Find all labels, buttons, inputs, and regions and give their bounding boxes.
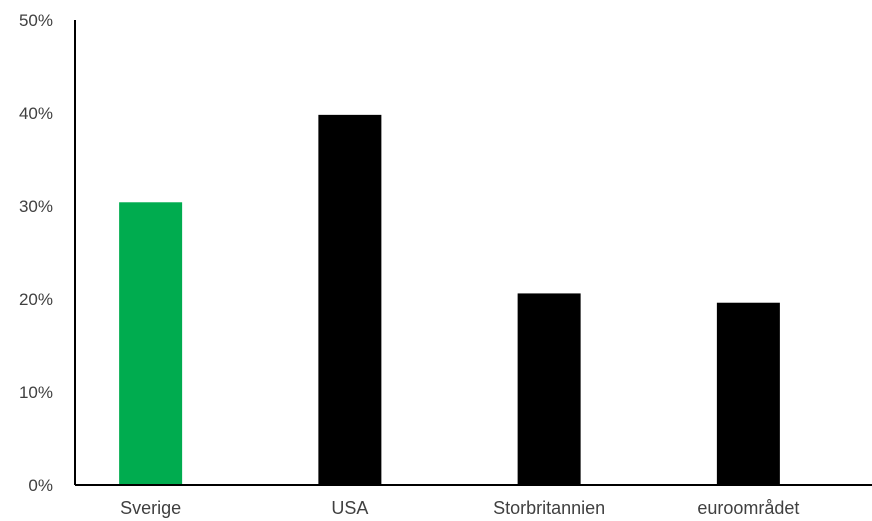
bars (119, 114, 780, 486)
y-axis-ticks: 0% 10% 20% 30% 40% 50% (19, 11, 53, 495)
bar-storbritannien (517, 293, 581, 485)
bar-euroområdet (716, 302, 780, 485)
bar-usa (318, 114, 382, 486)
x-category-label: Storbritannien (493, 498, 605, 518)
y-tick-label: 10% (19, 383, 53, 402)
y-tick-label: 30% (19, 197, 53, 216)
bar-sverige (119, 202, 183, 485)
x-category-label: Sverige (120, 498, 181, 518)
x-category-label: euroområdet (697, 498, 799, 518)
y-tick-label: 20% (19, 290, 53, 309)
x-axis-labels: Sverige USA Storbritannien euroområdet (120, 498, 799, 518)
y-tick-label: 0% (28, 476, 53, 495)
x-category-label: USA (331, 498, 368, 518)
y-tick-label: 50% (19, 11, 53, 30)
y-tick-label: 40% (19, 104, 53, 123)
